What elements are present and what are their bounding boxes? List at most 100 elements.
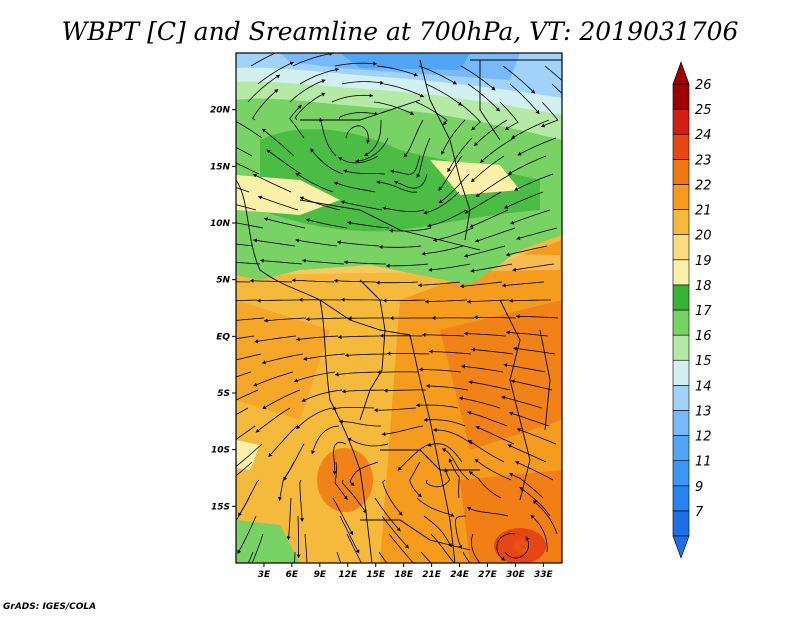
streamline-arrow bbox=[305, 218, 310, 223]
colorbar-swatch bbox=[672, 435, 690, 461]
streamline bbox=[247, 551, 254, 563]
colorbar-swatch bbox=[672, 359, 690, 386]
streamline-arrow bbox=[296, 425, 301, 429]
streamline-arrow bbox=[474, 459, 479, 463]
streamline-arrow bbox=[285, 47, 289, 51]
streamline bbox=[304, 533, 308, 563]
streamline-arrow bbox=[513, 346, 518, 351]
colorbar-label: 22 bbox=[695, 178, 712, 193]
streamline-arrow bbox=[253, 382, 258, 387]
streamline bbox=[508, 155, 547, 175]
streamline-arrow bbox=[475, 238, 480, 243]
streamline bbox=[236, 147, 253, 157]
streamline-arrow bbox=[438, 199, 443, 204]
streamline-arrow bbox=[231, 114, 235, 118]
streamline-arrow bbox=[418, 283, 422, 288]
colorbar-swatch bbox=[672, 209, 690, 235]
streamline bbox=[447, 137, 473, 173]
streamline-arrow bbox=[262, 360, 266, 365]
colorbar-swatch bbox=[672, 334, 690, 361]
streamline-arrow bbox=[220, 361, 224, 365]
streamline-arrow bbox=[505, 126, 509, 130]
streamline bbox=[389, 227, 432, 232]
streamline bbox=[429, 351, 472, 355]
streamline-arrow bbox=[471, 178, 475, 182]
streamline bbox=[466, 299, 510, 303]
streamline bbox=[376, 65, 418, 77]
streamline-arrow bbox=[507, 444, 512, 448]
streamline-arrow bbox=[343, 169, 348, 174]
colorbar-label: 11 bbox=[695, 455, 712, 470]
streamline bbox=[514, 173, 554, 191]
streamline-arrow bbox=[426, 384, 430, 389]
streamline-arrow bbox=[517, 151, 522, 156]
colorbar-bottom-arrow bbox=[672, 535, 690, 559]
streamline-arrow bbox=[394, 180, 399, 185]
streamline bbox=[299, 68, 340, 85]
streamline bbox=[511, 380, 553, 391]
streamline bbox=[381, 425, 424, 435]
streamline-arrow bbox=[409, 111, 414, 115]
streamline-arrow bbox=[501, 395, 506, 400]
streamline bbox=[503, 364, 546, 373]
streamline bbox=[468, 381, 511, 391]
streamline-arrow bbox=[373, 61, 377, 66]
streamline bbox=[509, 473, 544, 499]
streamline bbox=[390, 155, 421, 175]
streamline bbox=[236, 243, 254, 247]
streamline-arrow bbox=[511, 379, 515, 384]
streamline-arrow bbox=[348, 316, 352, 321]
streamline-arrow bbox=[235, 586, 239, 590]
x-tick-label: 21E bbox=[422, 570, 442, 580]
streamline bbox=[469, 209, 509, 228]
streamline bbox=[517, 137, 557, 156]
colorbar-swatch bbox=[672, 284, 690, 311]
colorbar-swatch bbox=[672, 460, 690, 487]
colorbar-label: 9 bbox=[695, 480, 703, 495]
streamline-arrow bbox=[221, 487, 225, 491]
streamline-arrow bbox=[342, 389, 346, 394]
streamline-arrow bbox=[211, 240, 215, 244]
colorbar-label: 19 bbox=[695, 254, 712, 269]
streamline bbox=[262, 389, 301, 410]
streamline-arrow bbox=[295, 238, 300, 243]
streamline bbox=[422, 334, 465, 337]
streamline-arrow bbox=[275, 74, 280, 79]
streamline bbox=[512, 263, 555, 271]
streamline bbox=[294, 92, 326, 121]
streamline-arrow bbox=[321, 92, 326, 97]
streamline-arrow bbox=[296, 337, 300, 342]
streamline-arrow bbox=[389, 228, 393, 233]
streamline-arrow bbox=[525, 536, 530, 541]
streamline-arrow bbox=[421, 251, 426, 256]
streamline-arrow bbox=[433, 427, 437, 432]
streamline bbox=[236, 204, 257, 211]
streamline-arrow bbox=[294, 378, 299, 383]
streamline bbox=[468, 470, 502, 499]
streamline-arrow bbox=[268, 452, 273, 457]
streamline-arrow bbox=[300, 196, 304, 201]
streamline bbox=[441, 119, 466, 155]
streamline bbox=[236, 371, 252, 378]
streamline-arrow bbox=[376, 280, 380, 285]
streamline-arrow bbox=[516, 236, 521, 241]
streamline bbox=[237, 515, 257, 554]
streamline bbox=[511, 119, 550, 139]
streamline bbox=[374, 497, 401, 532]
x-tick-label: 12E bbox=[338, 570, 358, 580]
streamline-arrow bbox=[578, 110, 582, 114]
streamline bbox=[236, 389, 259, 401]
streamline bbox=[334, 461, 348, 501]
streamline-arrow bbox=[295, 173, 300, 177]
streamline bbox=[305, 219, 348, 229]
streamline bbox=[257, 61, 294, 85]
colorbar-label: 17 bbox=[695, 304, 712, 319]
streamline bbox=[236, 425, 256, 440]
streamline-arrow bbox=[509, 473, 514, 477]
streamline bbox=[515, 315, 559, 319]
streamline-arrow bbox=[339, 419, 343, 424]
streamline bbox=[507, 444, 547, 463]
colorbar-label: 18 bbox=[695, 279, 712, 294]
streamline bbox=[496, 533, 516, 561]
streamline-arrow bbox=[464, 331, 468, 336]
